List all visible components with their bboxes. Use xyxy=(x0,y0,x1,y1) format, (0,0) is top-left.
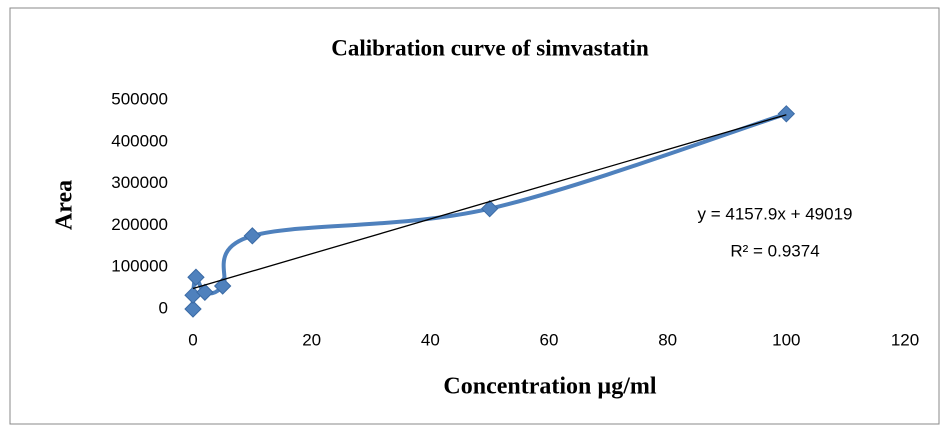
chart-border xyxy=(9,7,940,425)
trendline-equation: y = 4157.9x + 49019 xyxy=(697,204,852,223)
y-tick-label: 400000 xyxy=(111,131,168,150)
y-tick-label: 500000 xyxy=(111,89,168,108)
chart-title: Calibration curve of simvastatin xyxy=(331,35,649,60)
data-point xyxy=(196,283,214,301)
x-tick-label: 20 xyxy=(302,330,321,349)
trendline-r2: R² = 0.9374 xyxy=(730,241,819,260)
x-tick-label: 40 xyxy=(421,330,440,349)
data-point xyxy=(213,277,232,295)
data-point xyxy=(187,268,205,286)
x-tick-label: 0 xyxy=(188,330,197,349)
data-point xyxy=(184,300,202,318)
x-tick-label: 80 xyxy=(658,330,677,349)
y-tick-label: 300000 xyxy=(111,173,168,192)
trendline xyxy=(192,114,787,290)
x-tick-label: 120 xyxy=(891,330,919,349)
x-tick-label: 100 xyxy=(772,330,800,349)
y-tick-label: 100000 xyxy=(111,257,168,276)
data-point xyxy=(480,199,499,218)
data-point xyxy=(777,105,796,123)
y-axis-label: Area xyxy=(52,180,78,230)
x-axis-label: Concentration µg/ml xyxy=(443,374,656,400)
y-tick-label: 0 xyxy=(159,298,168,317)
data-point xyxy=(243,227,262,245)
x-tick-label: 60 xyxy=(540,330,559,349)
y-tick-label: 200000 xyxy=(111,215,168,234)
series-line xyxy=(190,111,787,310)
